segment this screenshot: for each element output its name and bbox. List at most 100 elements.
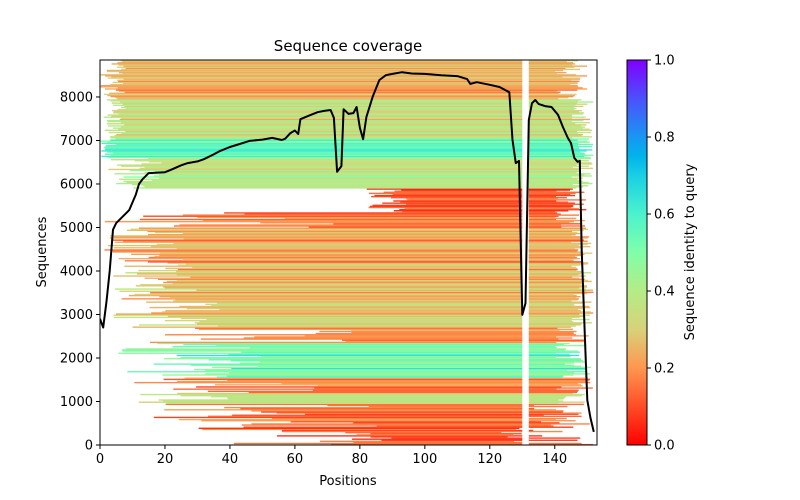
heatmap-row [109,237,588,239]
heatmap-row [124,105,584,108]
heatmap-row [176,274,579,276]
y-tick-label: 0 [85,439,93,454]
heatmap-row [290,421,542,423]
heatmap-row [308,226,562,228]
heatmap-row [282,429,534,432]
heatmap-row [117,79,572,81]
heatmap-row [172,346,556,348]
heatmap-row [157,278,585,280]
heatmap-row [158,399,559,401]
x-tick: 40 [222,445,238,467]
heatmap-row [211,304,575,307]
heatmap-row [216,302,585,304]
heatmap-row [110,154,594,157]
heatmap-row [134,160,589,162]
heatmap-row [112,110,582,112]
heatmap-row [137,273,581,275]
heatmap-row [331,443,594,445]
heatmap-row [166,402,559,404]
heatmap-row [243,337,573,339]
heatmap-row [180,394,582,397]
heatmap-row [391,437,581,439]
heatmap-row [150,292,588,295]
heatmap-row [117,164,577,166]
heatmap-row [166,280,592,283]
heatmap-row [101,142,579,145]
y-tick: 1000 [60,395,100,410]
heatmap-row [382,202,575,204]
heatmap-row [121,132,579,135]
heatmap-row [196,289,593,291]
heatmap-row [115,89,578,91]
heatmap-row [143,185,589,187]
heatmap-row [138,269,577,272]
heatmap-row [241,351,581,353]
heatmap-row [317,385,583,387]
heatmap-row [404,207,579,210]
heatmap-row [353,441,525,444]
x-tick-label: 60 [287,452,304,467]
heatmap-row [104,129,593,131]
x-tick: 100 [412,445,437,467]
heatmap-row [167,262,589,264]
heatmap-row [116,313,580,315]
heatmap-row [176,248,575,250]
heatmap-row [366,188,573,190]
coverage-line [100,71,595,433]
x-tick-label: 80 [352,452,369,467]
y-axis-label: Sequences [35,216,50,287]
heatmap-row [284,217,577,220]
heatmap-row [116,133,584,136]
heatmap-row [276,412,582,414]
heatmap-row [244,213,561,215]
heatmap-row [122,350,578,352]
heatmap-row [197,216,556,218]
heatmap-row [243,426,574,428]
y-tick-label: 5000 [60,221,93,236]
heatmap-row [345,431,502,434]
heatmap-row [315,332,574,335]
heatmap-row [144,186,584,188]
heatmap-row [125,107,577,110]
heatmap-row [119,118,590,121]
heatmap-row [165,403,584,406]
heatmap-row [162,374,574,376]
heatmap-row [159,296,581,298]
heatmap-row [125,130,578,133]
heatmap-row [106,141,590,143]
heatmap-row [205,373,591,375]
heatmap-row [114,288,587,290]
heatmap-row [151,179,582,182]
heatmap-row [105,145,593,148]
heatmap-row [108,168,580,171]
heatmap-row [125,67,566,69]
y-tick: 3000 [60,308,100,323]
heatmap-row [240,362,574,364]
heatmap-row [114,135,582,137]
heatmap-row [165,310,582,312]
heatmap-row [251,410,564,412]
heatmap-row [205,303,575,306]
heatmap-row [113,316,580,319]
heatmap-row [372,204,574,207]
heatmap-row [113,247,582,249]
colorbar-label: Sequence identity to query [683,163,698,340]
heatmap-row [391,197,567,199]
heatmap-row [192,266,576,269]
heatmap-row [271,417,567,420]
heatmap-row [123,180,583,183]
heatmap-row [140,284,581,286]
heatmap-row [248,391,578,394]
heatmap-row [195,327,558,329]
heatmap-row [107,244,579,247]
heatmap-row [104,149,593,151]
heatmap-row [138,401,585,403]
colorbar-tick: 0.2 [647,362,675,377]
heatmap-row [258,365,581,367]
heatmap-row [134,293,574,296]
heatmap-row [190,276,573,278]
y-axis: 0 1000 2000 3000 4000 5000 6000 7000 8000 [60,90,100,454]
heatmap-row [110,137,573,139]
colorbar-tick: 0.8 [647,131,675,146]
heatmap-row [216,344,587,347]
